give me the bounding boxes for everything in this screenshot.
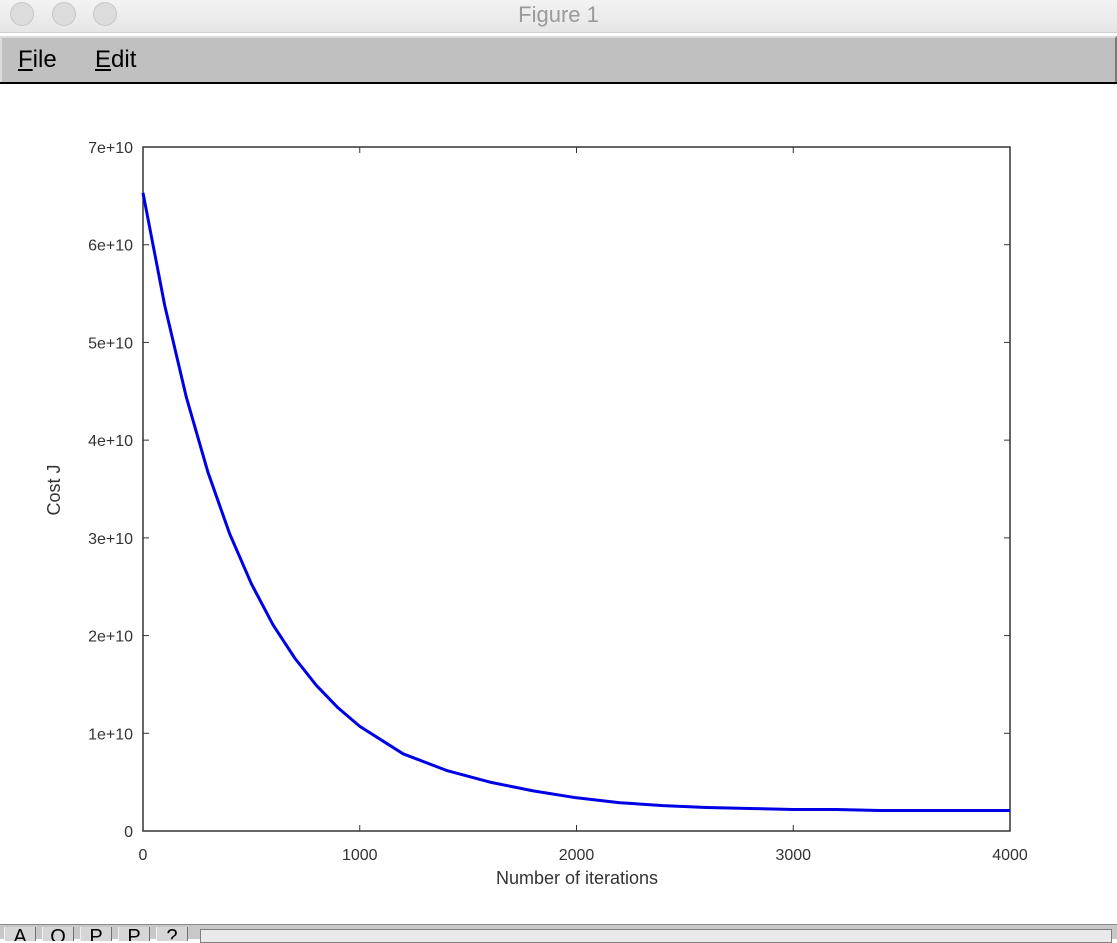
axis-ticks: 0 1000 2000 3000 4000 0 1e+10 2e+10 3e+10 4e+10 5e… [88,140,1028,864]
x-axis-label: Number of iterations [496,868,658,888]
y-tick-label: 1e+10 [88,726,133,743]
figure-canvas: 0 1000 2000 3000 4000 0 1e+10 2e+10 3e+10 4e+10 5e… [44,140,1028,888]
y-tick-label: 5e+10 [88,335,133,352]
menu-file[interactable]: File [18,46,57,73]
toolbar-button-pan-zoom[interactable]: P [118,927,150,941]
menu-bar: File Edit [0,36,1117,84]
x-tick-label: 2000 [559,847,595,864]
y-tick-label: 4e+10 [88,433,133,450]
x-tick-label: 3000 [775,847,811,864]
cost-curve-line [141,192,1010,812]
close-window-button[interactable] [10,2,34,26]
plot-frame [142,146,1011,832]
y-tick-label: 6e+10 [88,238,133,255]
x-tick-label: 1000 [342,847,378,864]
window-title: Figure 1 [518,2,599,27]
status-field [200,929,1112,943]
title-bar: Figure 1 [0,0,1117,33]
data-series [141,192,1010,812]
zoom-window-button[interactable] [93,2,117,26]
y-tick-label: 0 [124,824,133,841]
y-axis-label: Cost J [44,464,64,515]
y-tick-label: 7e+10 [88,140,133,157]
y-tick-label: 3e+10 [88,531,133,548]
x-tick-label: 0 [139,847,148,864]
toolbar-button-autoscale[interactable]: A [4,927,36,941]
y-tick-label: 2e+10 [88,629,133,646]
menu-divider [0,82,1117,84]
toolbar-button-help[interactable]: ? [156,927,188,941]
minimize-window-button[interactable] [52,2,76,26]
toolbar-button-rotate[interactable]: O [42,927,74,941]
figure-toolbar: A O P P ? [0,924,1117,943]
menu-edit[interactable]: Edit [95,46,137,73]
toolbar-button-pan[interactable]: P [80,927,112,941]
x-tick-label: 4000 [992,847,1028,864]
plot-axes [142,146,1011,832]
